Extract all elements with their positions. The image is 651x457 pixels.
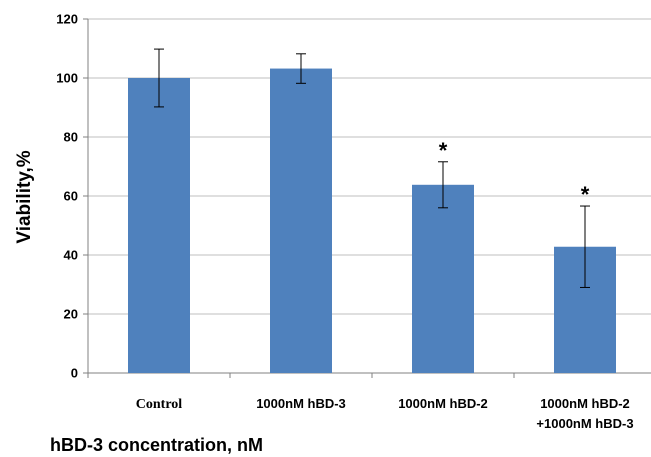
significance-markers: ** [439,138,590,207]
bars [128,68,616,373]
category-labels: Control 1000nM hBD-3 1000nM hBD-2 1000nM hB… [136,396,634,431]
category-label-line: 1000nM hBD-2 [540,396,630,411]
error-bar [438,161,448,209]
category-label: 1000nM hBD-2 +1000nM hBD-3 [536,396,633,431]
category-label-line: 1000nM hBD-3 [256,396,346,411]
y-axis-label: Viability,% [14,150,35,243]
bar [412,184,474,373]
y-tick-label: 60 [64,189,78,204]
category-label: 1000nM hBD-2 [398,396,488,411]
bar [270,68,332,373]
bar [128,78,190,373]
error-bar [296,53,306,84]
y-tick-label: 80 [64,130,78,145]
significance-star: * [581,182,590,207]
category-label: Control [136,397,183,412]
y-tick-labels: 0 20 40 60 80 100 120 [56,12,78,381]
error-bar [154,48,164,108]
significance-star: * [439,138,448,163]
category-label-line: +1000nM hBD-3 [536,416,633,431]
x-axis-label: hBD-3 concentration, nM [50,435,263,455]
category-label: 1000nM hBD-3 [256,396,346,411]
y-tick-label: 120 [56,12,78,27]
y-tick-label: 40 [64,248,78,263]
y-tick-label: 0 [71,366,78,381]
y-tick-label: 100 [56,71,78,86]
category-label-line: Control [136,397,183,412]
y-tick-label: 20 [64,307,78,322]
category-label-line: 1000nM hBD-2 [398,396,488,411]
error-bars [154,48,590,288]
error-bar [580,205,590,288]
